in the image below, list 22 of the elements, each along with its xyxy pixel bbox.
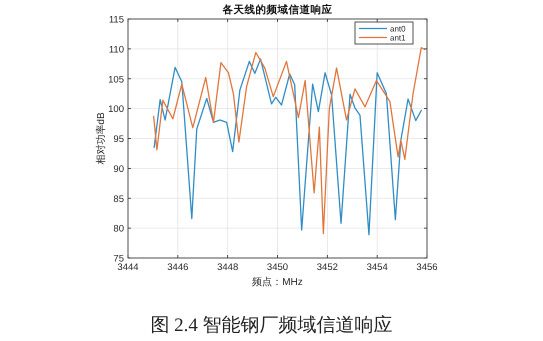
- y-tick-label: 75: [113, 254, 124, 264]
- y-tick-label: 80: [113, 224, 124, 235]
- legend-label: ant0: [390, 24, 406, 34]
- x-tick-label: 3452: [316, 262, 338, 273]
- legend-label: ant1: [390, 34, 406, 42]
- x-axis-title: 频点：MHz: [252, 276, 303, 288]
- y-axis-title: 相对功率dB: [95, 112, 107, 165]
- y-tick-label: 95: [113, 134, 124, 145]
- caption: 图 2.4 智能钢厂频域信道响应: [150, 314, 393, 336]
- y-tick-label: 100: [108, 104, 124, 116]
- chart-title: 各天线的频域信道响应: [222, 3, 332, 16]
- y-tick-label: 90: [113, 164, 124, 175]
- x-tick-label: 3454: [366, 262, 388, 273]
- x-tick-label: 3446: [167, 262, 188, 273]
- x-tick-label: 3448: [217, 262, 238, 273]
- y-tick-label: 115: [108, 14, 124, 26]
- x-tick-label: 3444: [117, 262, 139, 273]
- y-tick-label: 110: [108, 44, 124, 56]
- y-tick-label: 85: [113, 194, 124, 205]
- y-tick-label: 105: [108, 74, 124, 86]
- x-tick-label: 3456: [416, 262, 438, 273]
- x-tick-label: 3450: [266, 262, 288, 273]
